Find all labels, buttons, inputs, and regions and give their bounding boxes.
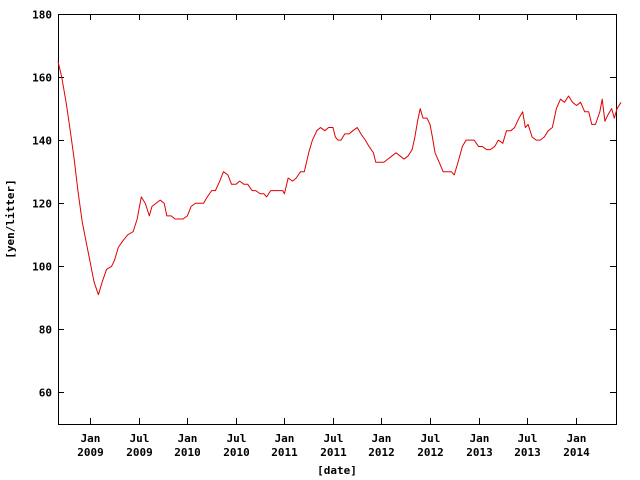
x-tick-label-year: 2009 [126,446,153,459]
y-tick-label: 180 [32,9,52,22]
y-tick-label: 80 [39,324,52,337]
x-tick-label-month: Jan [470,432,490,445]
x-tick-label-month: Jul [227,432,247,445]
x-tick-label-month: Jul [518,432,538,445]
series-group [57,61,622,296]
y-tick-label: 120 [32,198,52,211]
y-tick-label: 160 [32,72,52,85]
series-line [57,61,622,296]
plot-area-border [58,14,617,425]
x-tick-label-year: 2011 [320,446,347,459]
x-tick-label-year: 2012 [368,446,395,459]
x-tick-label-month: Jan [178,432,198,445]
x-tick-label-month: Jul [324,432,344,445]
x-tick-label-year: 2011 [271,446,298,459]
x-tick-label-month: Jul [421,432,441,445]
x-tick-label-year: 2012 [417,446,444,459]
x-tick-label-year: 2009 [77,446,104,459]
x-tick-label-month: Jan [275,432,295,445]
x-axis-title: [date] [317,464,357,477]
x-tick-label-year: 2010 [174,446,201,459]
axis-ticks [58,14,616,424]
y-tick-label: 140 [32,135,52,148]
y-tick-label: 60 [39,387,52,400]
x-tick-label-year: 2013 [514,446,541,459]
y-axis-title: [yen/litter] [4,179,17,258]
x-tick-label-month: Jan [372,432,392,445]
x-tick-label-year: 2014 [563,446,590,459]
x-tick-label-month: Jan [567,432,587,445]
x-tick-label-month: Jul [130,432,150,445]
y-tick-label: 100 [32,261,52,274]
x-tick-label-month: Jan [81,432,101,445]
x-tick-labels: Jan2009Jul2009Jan2010Jul2010Jan2011Jul20… [77,432,590,459]
x-tick-label-year: 2010 [223,446,250,459]
x-tick-label-year: 2013 [466,446,493,459]
y-tick-labels: 60 80 100 120 140 160 180 [32,9,52,400]
